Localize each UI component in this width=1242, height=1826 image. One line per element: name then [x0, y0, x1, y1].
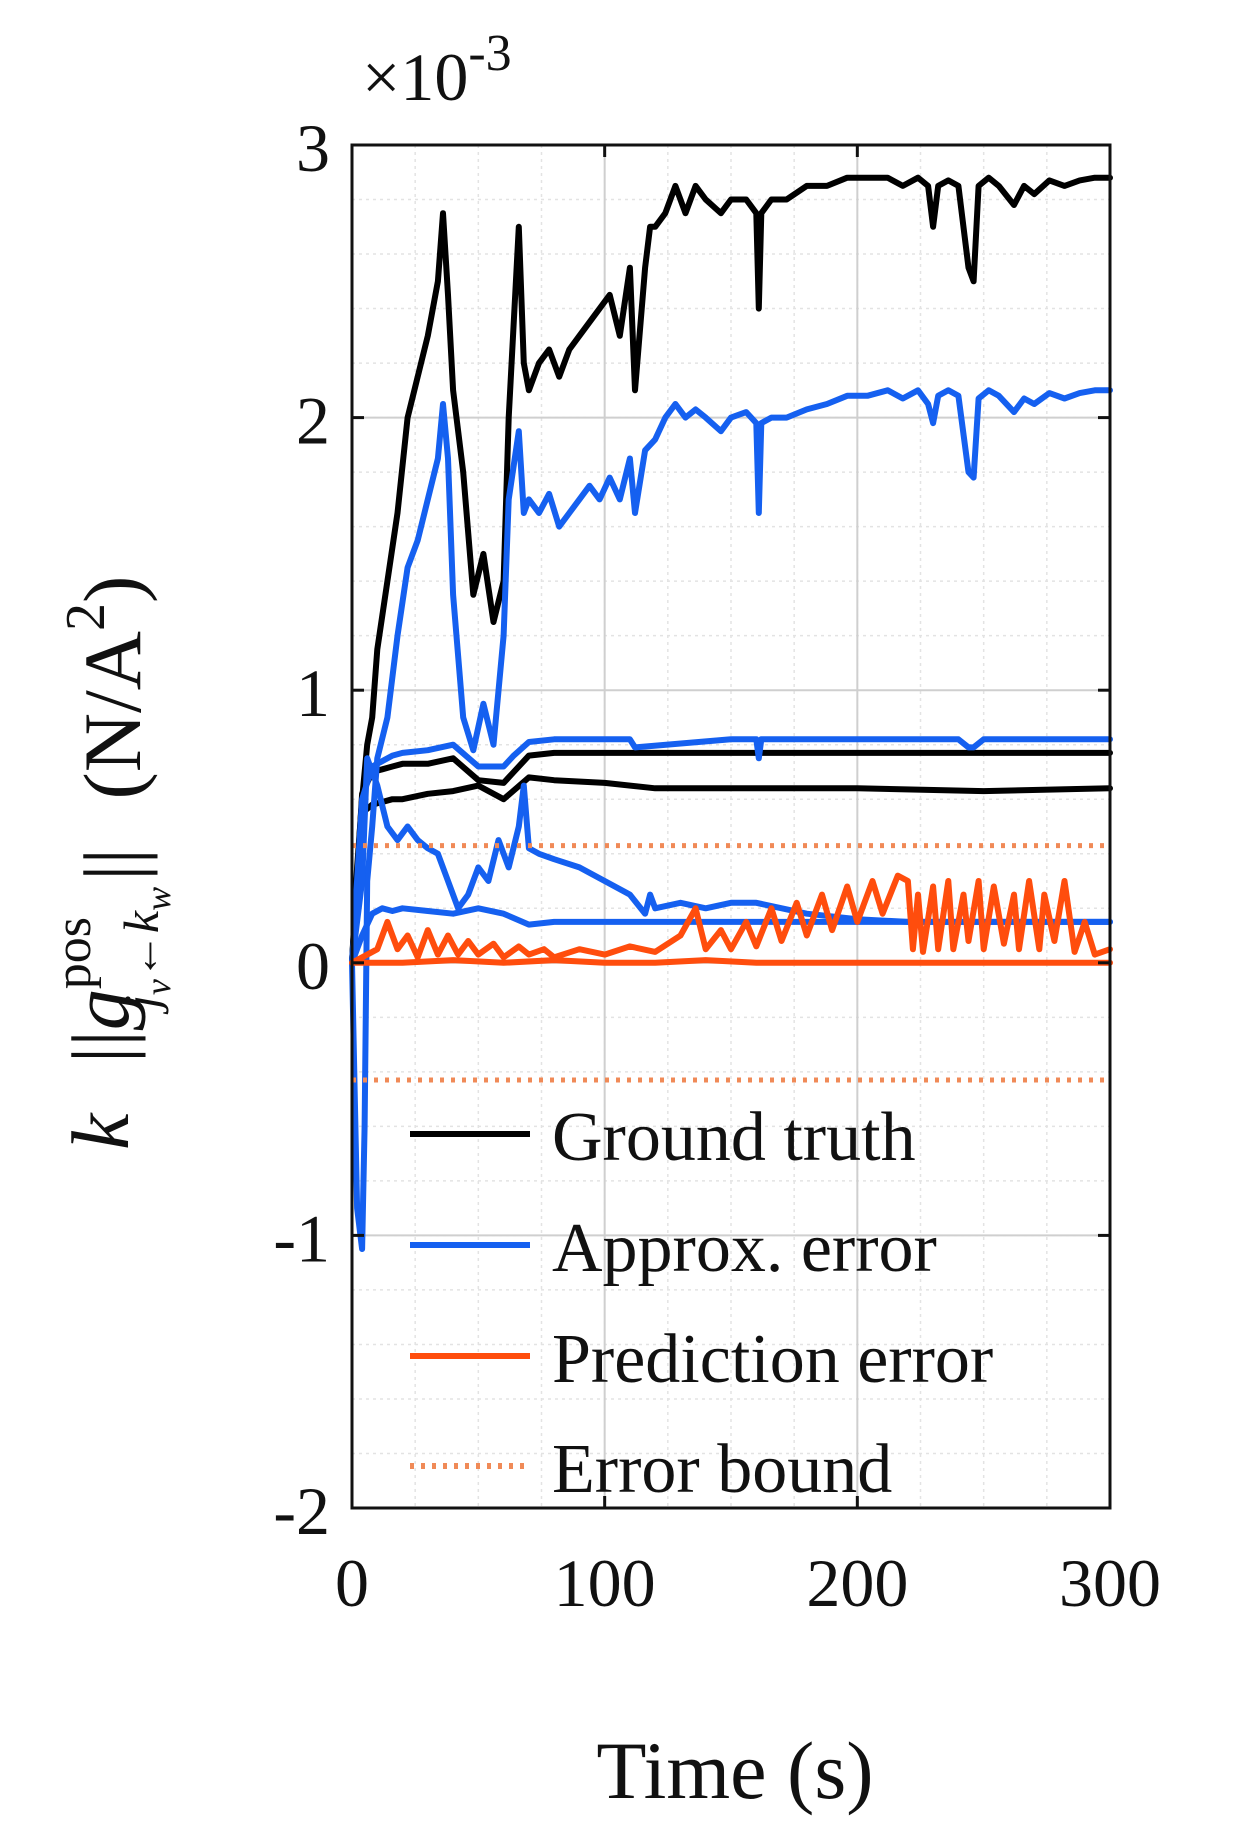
x-tick-label: 100 — [554, 1545, 656, 1621]
x-tick-label: 0 — [335, 1545, 369, 1621]
ylabel-sub-k: k — [113, 910, 169, 933]
y-tick-label: -2 — [273, 1473, 330, 1549]
ylabel-unit-sup: 2 — [55, 603, 117, 631]
plot-frame — [350, 143, 1112, 1510]
ylabel-sub-w: w — [138, 887, 178, 911]
series-line-prediction-error-7 — [349, 872, 1113, 966]
grid-layer — [351, 144, 1111, 1509]
ylabel-k: k — [55, 1112, 146, 1150]
legend-label-ground-truth: Ground truth — [552, 1099, 916, 1176]
y-tick-label: -1 — [273, 1200, 330, 1276]
x-axis-label: Time (s) — [596, 1725, 873, 1816]
ylabel-unit-close: ) — [67, 576, 158, 603]
legend-label-error-bound: Error bound — [552, 1431, 892, 1508]
legend-label-prediction-error: Prediction error — [552, 1321, 993, 1398]
y-exponent-base: ×10 — [362, 39, 468, 115]
y-axis-label: k ||gposjv←kw|| (N/A2) — [45, 576, 178, 1150]
legend: Ground truth Approx. error Prediction erro… — [410, 1099, 993, 1508]
y-exponent: ×10-3 — [362, 25, 512, 115]
svg-text:k ||gposjv←kw|| (N: k ||gposjv←kw|| (N/A2) — [45, 576, 178, 1150]
series-line-ground-truth-0 — [349, 174, 1113, 966]
y-tick-label: 2 — [296, 383, 330, 459]
y-tick-label: 3 — [296, 110, 330, 186]
ylabel-sub-arrow: ← — [117, 933, 168, 979]
series-line-series-4 — [349, 736, 1113, 966]
legend-label-approx-error: Approx. error — [552, 1210, 937, 1287]
series-line-series-1 — [349, 749, 1113, 966]
ylabel-g: g — [55, 989, 146, 1030]
series-line-approx-error-3 — [349, 387, 1113, 1252]
series-line-series-5 — [349, 755, 1113, 966]
y-tick-label: 1 — [296, 655, 330, 731]
y-exponent-power: -3 — [468, 25, 511, 82]
x-tick-label: 300 — [1059, 1545, 1161, 1621]
series-line-series-8 — [349, 957, 1113, 966]
ylabel-bar-open: || — [55, 1030, 146, 1063]
ylabel-bar-close: || — [67, 848, 158, 881]
x-tick-label: 200 — [806, 1545, 908, 1621]
series-layer — [349, 174, 1113, 1252]
svg-text:×10-3: ×10-3 — [362, 25, 512, 115]
ylabel-sub-v: v — [138, 979, 178, 995]
tick-layer: 0 100 200 300 -2 -1 0 1 2 3 — [273, 110, 1161, 1621]
ylabel-unit-open: (N/A — [67, 631, 158, 800]
ylabel-sup-pos: pos — [45, 917, 102, 989]
y-tick-label: 0 — [296, 928, 330, 1004]
